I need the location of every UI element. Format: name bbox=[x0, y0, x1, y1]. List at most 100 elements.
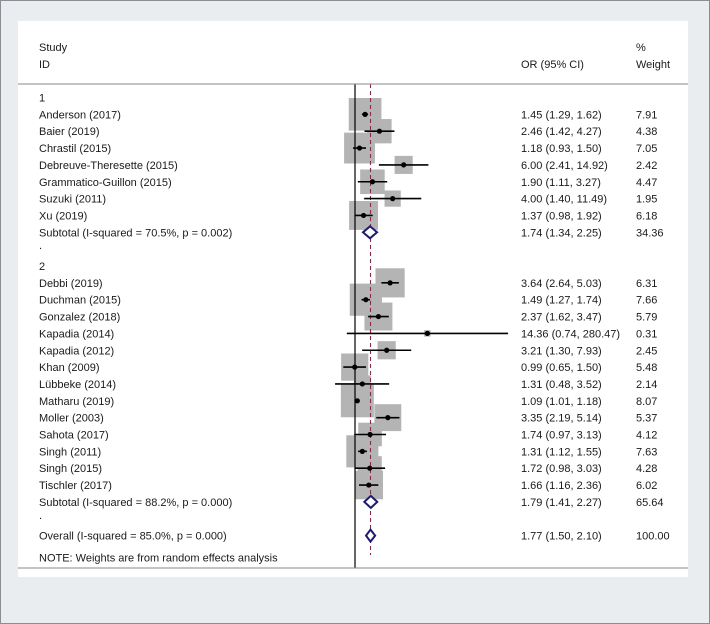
weight-boxes bbox=[341, 98, 431, 499]
overall-label: Overall (I-squared = 85.0%, p = 0.000) bbox=[39, 531, 227, 543]
subtotal-weight: 34.36 bbox=[636, 227, 664, 239]
point-estimate bbox=[366, 482, 371, 487]
point-estimate bbox=[363, 297, 368, 302]
point-estimate bbox=[385, 415, 390, 420]
study-name: Singh (2015) bbox=[39, 463, 102, 475]
study-or-ci: 1.18 (0.93, 1.50) bbox=[521, 143, 602, 155]
subtotal-label: Subtotal (I-squared = 70.5%, p = 0.002) bbox=[39, 227, 232, 239]
study-name: Suzuki (2011) bbox=[39, 194, 106, 206]
study-or-ci: 1.31 (0.48, 3.52) bbox=[521, 379, 602, 391]
point-estimate bbox=[352, 365, 357, 370]
study-or-ci: 1.45 (1.29, 1.62) bbox=[521, 109, 602, 121]
study-name: Moller (2003) bbox=[39, 413, 104, 425]
study-or-ci: 2.46 (1.42, 4.27) bbox=[521, 126, 602, 138]
study-weight: 4.47 bbox=[636, 177, 657, 189]
study-name: Baier (2019) bbox=[39, 126, 100, 138]
subtotal-or-ci: 1.74 (1.34, 2.25) bbox=[521, 227, 602, 239]
subtotal-label: Subtotal (I-squared = 88.2%, p = 0.000) bbox=[39, 497, 232, 509]
study-name: Duchman (2015) bbox=[39, 295, 121, 307]
weights-note: NOTE: Weights are from random effects an… bbox=[39, 552, 278, 564]
study-or-ci: 1.31 (1.12, 1.55) bbox=[521, 446, 602, 458]
group-label: 2 bbox=[39, 261, 45, 273]
forest-plot: Study ID OR (95% CI)% Weight 1 Anderson (2017… bbox=[18, 21, 688, 577]
study-or-ci: 1.37 (0.98, 1.92) bbox=[521, 210, 602, 222]
group-separator: . bbox=[39, 510, 42, 522]
point-estimate bbox=[360, 449, 365, 454]
study-or-ci: 4.00 (1.40, 11.49) bbox=[521, 194, 607, 206]
study-weight: 7.63 bbox=[636, 446, 657, 458]
study-or-ci: 1.72 (0.98, 3.03) bbox=[521, 463, 602, 475]
group-label: 1 bbox=[39, 93, 45, 105]
study-name: Kapadia (2012) bbox=[39, 345, 114, 357]
study-name: Sahota (2017) bbox=[39, 430, 109, 442]
study-weight: 5.37 bbox=[636, 413, 657, 425]
point-estimate bbox=[355, 398, 360, 403]
point-estimate bbox=[376, 314, 381, 319]
study-name: Tischler (2017) bbox=[39, 480, 112, 492]
header-weight: Weight bbox=[636, 59, 670, 71]
study-name: Gonzalez (2018) bbox=[39, 312, 120, 324]
study-name: Kapadia (2014) bbox=[39, 328, 114, 340]
study-name: Debbi (2019) bbox=[39, 278, 103, 290]
study-weight: 2.42 bbox=[636, 160, 657, 172]
study-weight: 5.79 bbox=[636, 312, 657, 324]
header-id: ID bbox=[39, 59, 50, 71]
point-estimate bbox=[425, 331, 430, 336]
study-weight: 6.02 bbox=[636, 480, 657, 492]
point-estimate bbox=[390, 196, 395, 201]
study-name: Lübbeke (2014) bbox=[39, 379, 116, 391]
group-separator: . bbox=[39, 240, 42, 252]
point-estimate bbox=[367, 466, 372, 471]
window-frame: Study ID OR (95% CI)% Weight 1 Anderson (2017… bbox=[0, 0, 710, 624]
study-name: Xu (2019) bbox=[39, 210, 87, 222]
study-or-ci: 1.49 (1.27, 1.74) bbox=[521, 295, 602, 307]
study-weight: 4.28 bbox=[636, 463, 657, 475]
study-name: Anderson (2017) bbox=[39, 109, 121, 121]
study-or-ci: 1.09 (1.01, 1.18) bbox=[521, 396, 602, 408]
study-weight: 7.91 bbox=[636, 109, 657, 121]
study-name: Khan (2009) bbox=[39, 362, 100, 374]
study-or-ci: 1.66 (1.16, 2.36) bbox=[521, 480, 602, 492]
overall-or-ci: 1.77 (1.50, 2.10) bbox=[521, 531, 602, 543]
study-weight: 1.95 bbox=[636, 194, 657, 206]
point-estimate bbox=[387, 280, 392, 285]
study-or-ci: 3.64 (2.64, 5.03) bbox=[521, 278, 602, 290]
point-estimate bbox=[377, 129, 382, 134]
study-or-ci: 3.21 (1.30, 7.93) bbox=[521, 345, 602, 357]
study-weight: 2.45 bbox=[636, 345, 657, 357]
subtotal-or-ci: 1.79 (1.41, 2.27) bbox=[521, 497, 602, 509]
study-weight: 6.18 bbox=[636, 210, 657, 222]
study-weight: 2.14 bbox=[636, 379, 657, 391]
study-weight: 6.31 bbox=[636, 278, 657, 290]
study-weight: 7.66 bbox=[636, 295, 657, 307]
header-study: Study bbox=[39, 42, 68, 54]
study-or-ci: 0.99 (0.65, 1.50) bbox=[521, 362, 602, 374]
point-estimate bbox=[384, 348, 389, 353]
study-name: Matharu (2019) bbox=[39, 396, 114, 408]
study-name: Chrastil (2015) bbox=[39, 143, 111, 155]
study-name: Debreuve-Theresette (2015) bbox=[39, 160, 178, 172]
study-or-ci: 1.90 (1.11, 3.27) bbox=[521, 177, 601, 189]
point-estimate bbox=[360, 381, 365, 386]
point-estimate bbox=[367, 432, 372, 437]
study-or-ci: 14.36 (0.74, 280.47) bbox=[521, 328, 620, 340]
study-weight: 0.31 bbox=[636, 328, 657, 340]
forest-plot-panel: Study ID OR (95% CI)% Weight 1 Anderson (2017… bbox=[18, 21, 688, 577]
study-or-ci: 2.37 (1.62, 3.47) bbox=[521, 312, 602, 324]
overall-weight: 100.00 bbox=[636, 531, 670, 543]
point-estimate bbox=[361, 213, 366, 218]
study-or-ci: 6.00 (2.41, 14.92) bbox=[521, 160, 608, 172]
overall-diamond bbox=[366, 530, 375, 542]
study-weight: 8.07 bbox=[636, 396, 657, 408]
header-or-ci: OR (95% CI) bbox=[521, 59, 584, 71]
study-name: Grammatico-Guillon (2015) bbox=[39, 177, 172, 189]
study-weight: 4.38 bbox=[636, 126, 657, 138]
study-or-ci: 1.74 (0.97, 3.13) bbox=[521, 430, 602, 442]
study-weight: 5.48 bbox=[636, 362, 657, 374]
study-or-ci: 3.35 (2.19, 5.14) bbox=[521, 413, 602, 425]
study-weight: 4.12 bbox=[636, 430, 657, 442]
subtotal-weight: 65.64 bbox=[636, 497, 664, 509]
study-weight: 7.05 bbox=[636, 143, 657, 155]
point-estimate bbox=[370, 179, 375, 184]
point-estimate bbox=[401, 162, 406, 167]
